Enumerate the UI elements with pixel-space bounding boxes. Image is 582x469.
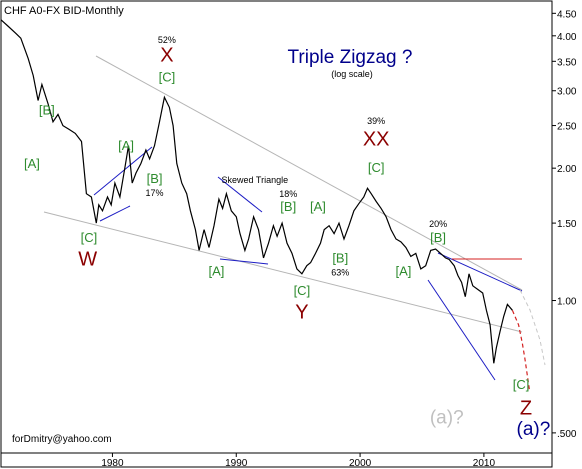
- wave-label: Skewed Triangle: [222, 175, 289, 185]
- wave-label: 52%: [158, 35, 176, 45]
- y-tick-label: 1.00: [557, 297, 577, 308]
- skewed-triangle-upper-line: [217, 176, 263, 213]
- wave-label: [B]: [430, 230, 446, 245]
- y-tick-label: 2.00: [557, 164, 577, 175]
- wave-label: [A]: [208, 264, 224, 279]
- y-tick-label: .500: [557, 429, 577, 440]
- wave-label: [C]: [81, 230, 98, 245]
- wave-label: 39%: [367, 116, 385, 126]
- chart-title: Triple Zigzag ?: [288, 47, 413, 68]
- chart-header: CHF A0-FX BID-Monthly: [4, 5, 124, 17]
- wave-label: (a)?: [517, 419, 551, 440]
- x-tick-label: 2000: [349, 458, 372, 469]
- wave-label: [C]: [159, 69, 176, 84]
- wave-label: 20%: [429, 219, 447, 229]
- wave-label: 18%: [279, 189, 297, 199]
- x-ticks: 1980 1990 2000 2010: [101, 453, 495, 469]
- x-tick-label: 1980: [101, 458, 124, 469]
- w-wedge-upper-line: [93, 146, 153, 196]
- wave-label: XX: [363, 129, 390, 151]
- x-tick-label: 1990: [225, 458, 248, 469]
- footer-email: forDmitry@yahoo.com: [12, 434, 112, 445]
- y-tick-label: 3.50: [557, 57, 577, 68]
- wave-label: X: [160, 44, 173, 66]
- y-tick-label: 2.50: [557, 122, 577, 133]
- y-tick-label: 4.00: [557, 32, 577, 43]
- wave-label: [A]: [24, 156, 40, 171]
- red-projection-path: [511, 310, 531, 392]
- wave-label: [A]: [395, 264, 411, 279]
- wave-label: (a)?: [430, 408, 464, 429]
- y-tick-label: 3.00: [557, 87, 577, 98]
- chart-subtitle: (log scale): [331, 69, 373, 79]
- wave-label: [C]: [294, 283, 311, 298]
- wave-label: 17%: [146, 188, 164, 198]
- gray-projection-path: [519, 289, 546, 366]
- wave-label: [B]: [280, 199, 296, 214]
- wave-label: Y: [295, 302, 308, 324]
- upper-channel-line: [95, 55, 523, 291]
- wave-label: [B]: [332, 251, 348, 266]
- wave-label: W: [78, 249, 97, 271]
- wave-label: [A]: [118, 138, 134, 153]
- y-tick-label: 1.50: [557, 219, 577, 230]
- wave-label: [C]: [368, 160, 385, 175]
- skewed-triangle-lower-line: [219, 258, 269, 265]
- x-tick-label: 2010: [473, 458, 496, 469]
- lower-channel-line: [43, 211, 523, 333]
- wave-label: [B]: [39, 102, 55, 117]
- w-wedge-lower-line: [99, 205, 131, 222]
- z-wedge-lower-line: [427, 279, 496, 381]
- price-series-line: [0, 19, 513, 364]
- wave-label: [B]: [147, 171, 163, 186]
- wave-label: Z: [520, 398, 532, 420]
- y-ticks: 4.50 4.00 3.50 3.00 2.50 2.00 1.50 1.00 .500: [552, 9, 577, 440]
- y-tick-label: 4.50: [557, 9, 577, 20]
- wave-label: [A]: [310, 199, 326, 214]
- wave-label: [C]: [513, 377, 530, 392]
- wave-labels: [B] [A] [C] W [A] [B] 17% 52%X [C] Skewed Triangl…: [24, 35, 550, 440]
- wave-label: 63%: [331, 268, 349, 278]
